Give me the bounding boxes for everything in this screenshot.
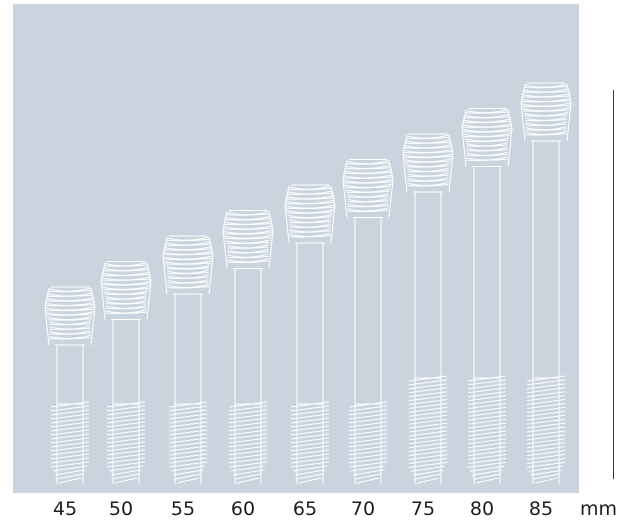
screw-60 [222, 210, 274, 484]
length-label-55: 55 [170, 498, 196, 520]
figure-panel [13, 4, 579, 493]
length-label-50: 50 [108, 498, 134, 520]
screw-45 [44, 286, 96, 484]
length-label-65: 65 [292, 498, 318, 520]
length-label-70: 70 [350, 498, 376, 520]
scale-bar [613, 90, 614, 479]
length-label-45: 45 [52, 498, 78, 520]
screw-55 [162, 235, 214, 484]
screw-80 [461, 108, 513, 484]
length-label-85: 85 [528, 498, 554, 520]
unit-label: mm [580, 498, 618, 520]
screw-50 [100, 261, 152, 484]
length-label-80: 80 [469, 498, 495, 520]
length-label-60: 60 [230, 498, 256, 520]
length-label-75: 75 [410, 498, 436, 520]
screw-65 [284, 184, 336, 484]
screw-70 [342, 159, 394, 484]
screw-85 [520, 82, 572, 484]
screw-75 [402, 133, 454, 484]
